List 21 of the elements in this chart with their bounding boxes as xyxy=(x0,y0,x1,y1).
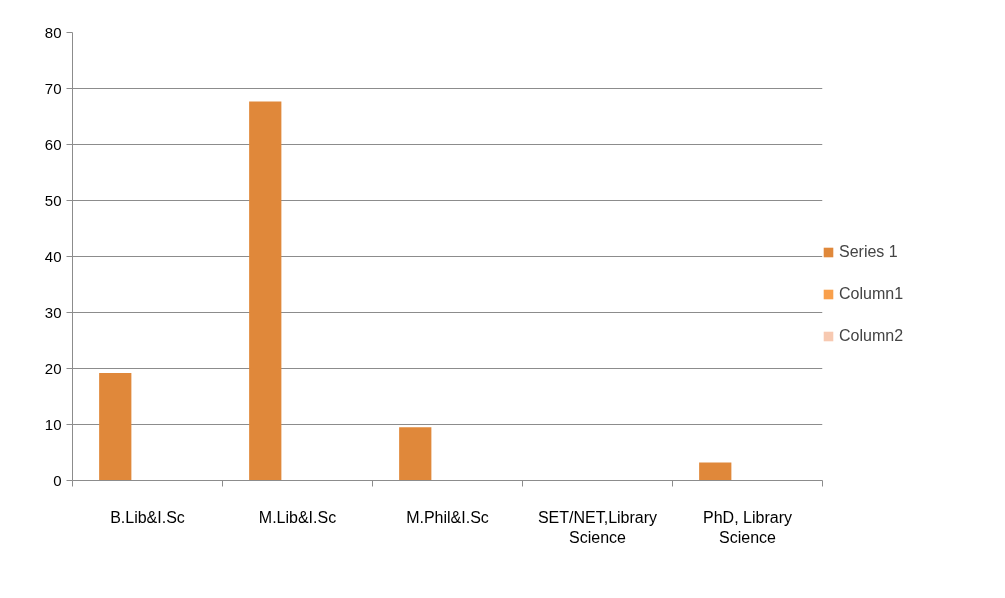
x-tick-label: PhD, Library Science xyxy=(703,508,792,546)
y-tick-label: 30 xyxy=(44,303,62,321)
y-tick-label: 10 xyxy=(44,415,62,433)
x-tick-label: M.Lib&I.Sc xyxy=(258,508,337,526)
legend-label: Column2 xyxy=(839,327,905,345)
legend-label: Column1 xyxy=(839,285,905,303)
bar xyxy=(399,427,432,481)
y-tick-label: 0 xyxy=(53,471,62,489)
x-tick-label: B.Lib&I.Sc xyxy=(110,508,185,526)
bar xyxy=(699,462,732,481)
y-tick-label: 50 xyxy=(44,191,62,209)
bar xyxy=(99,372,132,481)
bar xyxy=(249,101,282,481)
x-tick-label: M.Phil&I.Sc xyxy=(406,508,489,526)
y-tick-label: 80 xyxy=(44,23,62,41)
y-tick-label: 70 xyxy=(44,79,62,97)
y-tick-label: 40 xyxy=(44,247,62,265)
x-tick-label: SET/NET,Library Science xyxy=(537,508,658,546)
y-tick-label: 20 xyxy=(44,359,62,377)
y-tick-label: 60 xyxy=(44,135,62,153)
legend-label: Series 1 xyxy=(839,243,899,261)
